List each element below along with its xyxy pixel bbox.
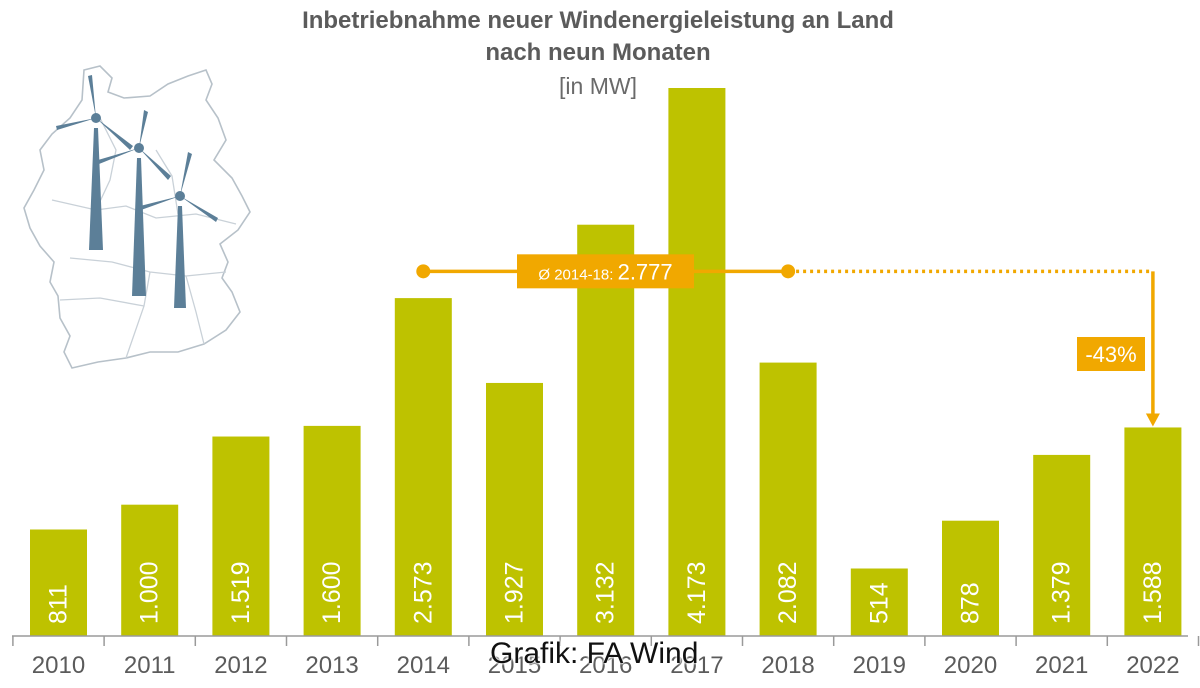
bar-2018 (759, 362, 817, 636)
bar-2019 (850, 568, 908, 636)
change-label: -43% (1085, 342, 1136, 367)
average-label: Ø 2014-18: 2.777 (538, 259, 672, 284)
x-tick-label: 2018 (761, 652, 814, 679)
bar-value-label: 4.173 (683, 561, 711, 624)
bar-2011 (121, 504, 179, 636)
chart-subtitle: nach neun Monaten (485, 39, 711, 66)
bar-value-label: 2.573 (409, 561, 437, 624)
x-tick-label: 2017 (670, 652, 723, 679)
x-tick-label: 2021 (1035, 652, 1088, 679)
credit-text: Grafik: FA Wind (490, 637, 699, 670)
x-tick-label: 2022 (1126, 652, 1179, 679)
bar-value-label: 3.132 (592, 561, 620, 624)
bar-2021 (1033, 454, 1091, 636)
average-label-prefix: Ø 2014-18: (538, 266, 617, 283)
x-tick-label: 2019 (853, 652, 906, 679)
average-end-dot (781, 264, 796, 279)
bar-value-label: 1.588 (1139, 561, 1167, 624)
chart-title: Inbetriebnahme neuer Windenergieleistung… (302, 7, 894, 34)
bar-2014 (394, 298, 452, 636)
germany-map-wind-turbines-icon (23, 65, 251, 369)
bar-value-label: 1.000 (136, 561, 164, 624)
bar-2015 (486, 382, 543, 636)
bar-2022 (1124, 427, 1182, 636)
average-label-box (517, 254, 694, 289)
x-tick-label: 2014 (397, 652, 450, 679)
bar-value-label: 878 (957, 582, 985, 624)
bar-value-label: 1.927 (501, 561, 529, 624)
x-tick-label: 2015 (488, 652, 541, 679)
bar-value-label: 514 (865, 582, 893, 624)
bar-value-label: 1.379 (1048, 561, 1076, 624)
average-label-value: 2.777 (618, 259, 673, 284)
bar-2016 (577, 224, 635, 636)
bar-2020 (942, 520, 999, 636)
x-tick-label: 2016 (579, 652, 632, 679)
bar-value-label: 1.519 (227, 561, 255, 624)
x-tick-label: 2012 (214, 652, 267, 679)
bar-2012 (212, 436, 270, 636)
x-tick-label: 2010 (32, 652, 85, 679)
change-label-box (1077, 337, 1145, 371)
x-tick-label: 2013 (305, 652, 358, 679)
x-tick-label: 2011 (124, 652, 176, 679)
bar-value-label: 811 (45, 584, 73, 624)
average-start-dot (416, 264, 431, 279)
bar-2017 (668, 88, 726, 636)
bar-2013 (303, 425, 361, 636)
bar-value-label: 1.600 (318, 561, 346, 624)
change-arrow-head (1145, 413, 1160, 427)
chart-unit: [in MW] (559, 73, 637, 99)
x-tick-label: 2020 (944, 652, 997, 679)
bar-value-label: 2.082 (774, 561, 802, 624)
bar-2010 (30, 529, 87, 636)
